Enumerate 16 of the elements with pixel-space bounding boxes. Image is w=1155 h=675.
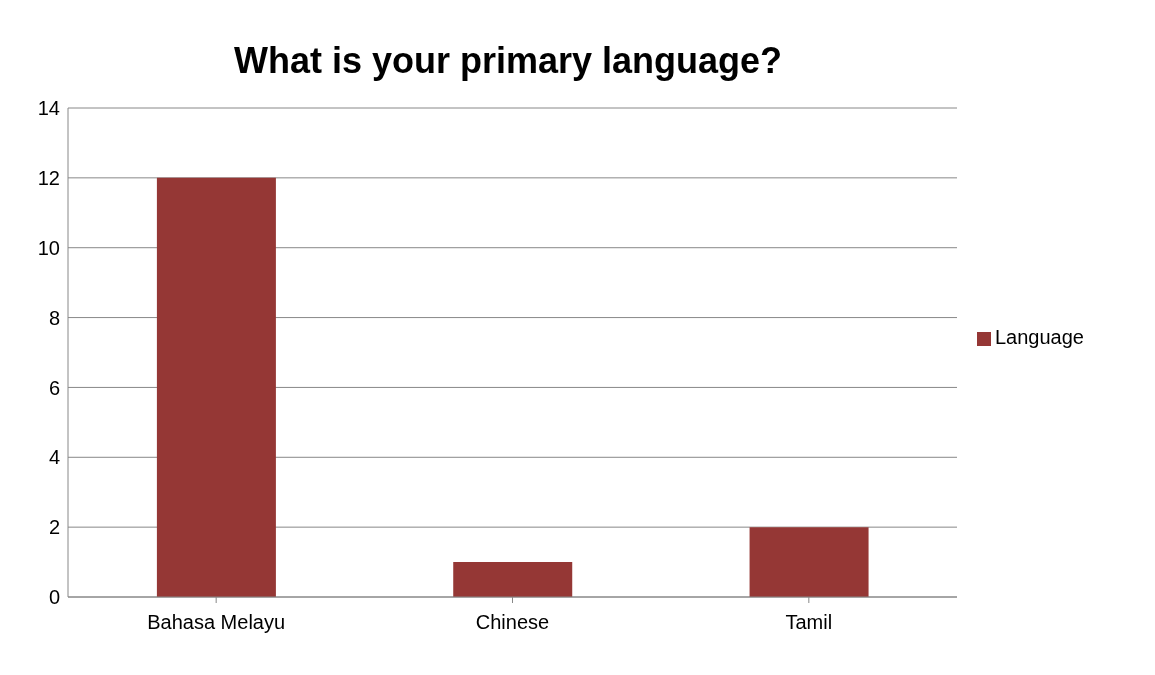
y-tick-label: 10: [37, 236, 60, 259]
y-tick-label: 4: [48, 446, 60, 469]
y-tick-label: 8: [48, 306, 60, 329]
bar: [749, 527, 869, 597]
chart-title: What is your primary language?: [232, 40, 784, 82]
x-tick-label: Tamil: [785, 611, 833, 634]
legend-label: Language: [995, 326, 1084, 348]
bar: [156, 177, 276, 597]
y-tick-label: 0: [48, 586, 60, 609]
y-tick-label: 2: [48, 516, 60, 539]
y-tick-label: 14: [37, 97, 60, 120]
x-tick-label: Chinese: [475, 611, 550, 634]
y-tick-label: 6: [48, 376, 60, 399]
bar: [453, 562, 573, 597]
x-tick-label: Bahasa Melayu: [147, 611, 286, 634]
y-tick-label: 12: [37, 166, 60, 189]
